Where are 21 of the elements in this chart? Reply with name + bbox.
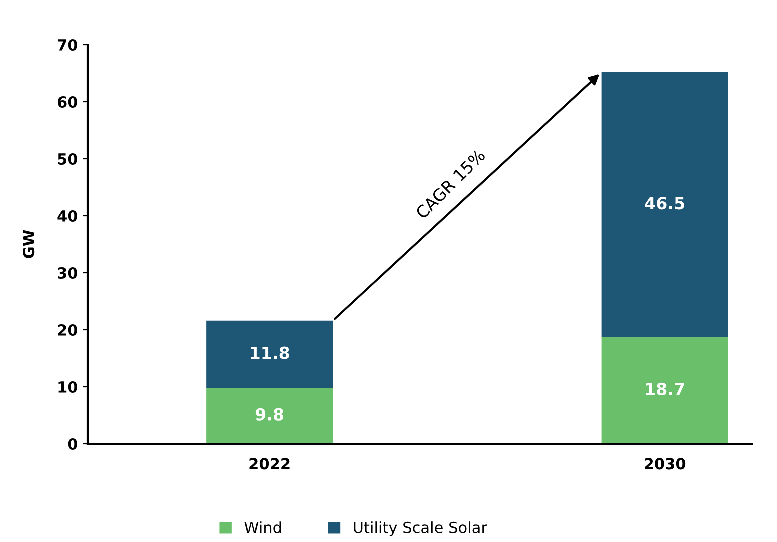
legend-label: Wind: [244, 522, 282, 534]
y-tick-label: 10: [58, 381, 78, 394]
y-axis-title: GW: [23, 230, 35, 258]
data-label: 18.7: [646, 382, 684, 396]
y-tick-label: 40: [58, 210, 78, 222]
data-label: 11.8: [251, 346, 290, 360]
bar: [602, 337, 728, 444]
bar: [602, 72, 728, 338]
y-tick-label: 0: [68, 438, 78, 450]
data-label: 9.8: [256, 408, 284, 421]
y-tick-label: 30: [58, 267, 78, 280]
legend-label: Utility Scale Solar: [354, 522, 488, 536]
bar: [206, 320, 334, 388]
y-tick-label: 70: [58, 39, 78, 52]
x-tick-label: 2022: [250, 458, 290, 470]
x-tick-label: 2030: [644, 458, 686, 470]
bar: [206, 388, 334, 444]
y-tick-label: 50: [58, 153, 78, 166]
data-label: 46.5: [645, 197, 684, 210]
y-tick-label: 60: [58, 96, 78, 108]
y-tick-label: 20: [58, 324, 78, 336]
